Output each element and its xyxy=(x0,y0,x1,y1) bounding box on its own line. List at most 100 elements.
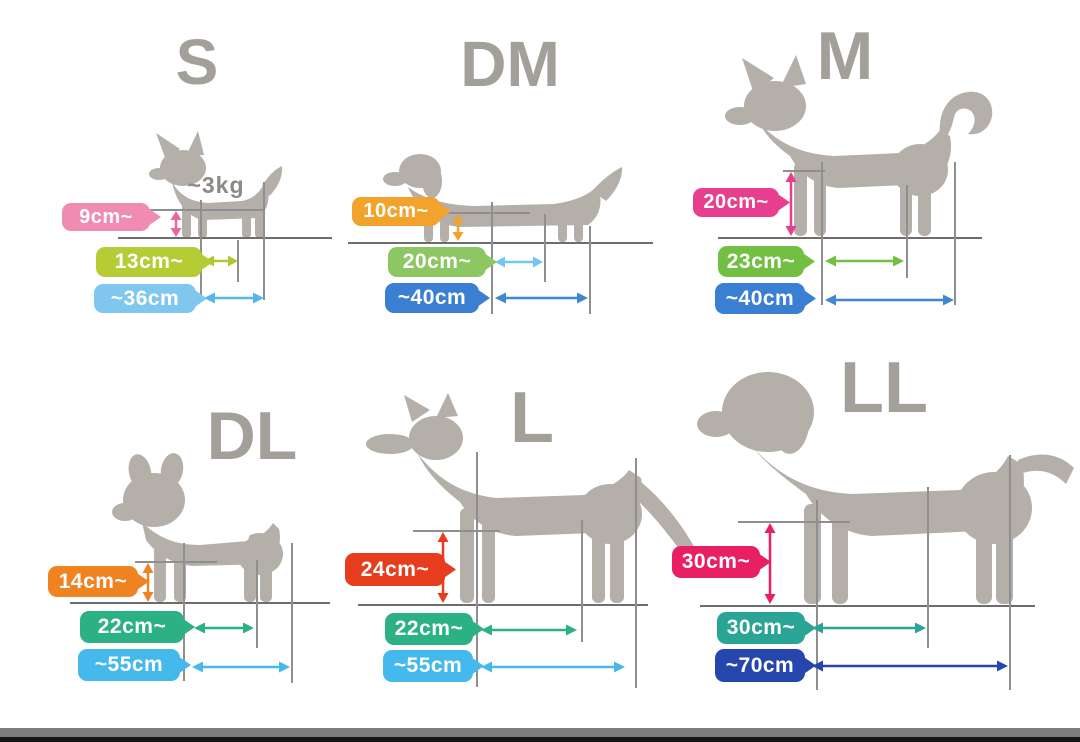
back-length-bubble: 30cm~ xyxy=(717,612,816,644)
weight-label: ~3kg xyxy=(187,172,245,198)
girth-bubble: ~70cm xyxy=(715,649,816,682)
weight-label: ~11kg xyxy=(817,112,899,142)
reference-line xyxy=(635,458,637,688)
back-length-bubble: 13cm~ xyxy=(96,247,213,277)
dog-silhouette-shiba xyxy=(725,55,993,236)
height-bubble-text: 20cm~ xyxy=(703,191,769,213)
girth-arrow xyxy=(204,292,264,304)
size-title: M xyxy=(816,18,874,94)
back-length-bubble-text: 20cm~ xyxy=(402,250,472,273)
reference-line xyxy=(906,185,908,278)
reference-line xyxy=(150,209,263,211)
reference-line xyxy=(135,561,217,563)
girth-bubble-text: ~70cm xyxy=(725,653,795,677)
reference-line xyxy=(263,182,265,300)
girth-bubble: ~55cm xyxy=(78,649,191,681)
footer-gray-bar xyxy=(0,728,1080,737)
reference-line xyxy=(413,530,500,532)
ground-line xyxy=(348,242,653,244)
back-length-bubble-text: 22cm~ xyxy=(97,615,167,638)
back-length-arrow xyxy=(481,624,577,636)
reference-line xyxy=(927,487,929,648)
reference-line xyxy=(256,560,258,648)
size-title: DM xyxy=(460,28,560,100)
girth-arrow xyxy=(825,294,954,306)
girth-arrow xyxy=(812,660,1008,672)
weight-label: ~11kg xyxy=(173,512,253,542)
height-arrow xyxy=(142,563,154,602)
height-bubble: 9cm~ xyxy=(62,203,161,231)
girth-bubble: ~40cm xyxy=(385,283,490,313)
reference-line xyxy=(816,500,818,690)
size-title: S xyxy=(175,26,219,98)
girth-bubble: ~55cm xyxy=(383,650,484,682)
weight-label: ~5kg xyxy=(483,170,545,198)
height-bubble: 24cm~ xyxy=(345,553,456,586)
size-title: L xyxy=(510,378,554,458)
height-bubble-text: 30cm~ xyxy=(681,550,751,573)
back-length-bubble-text: 13cm~ xyxy=(114,250,184,273)
reference-line xyxy=(476,452,478,687)
back-length-bubble-text: 30cm~ xyxy=(726,616,796,639)
back-length-bubble-text: 22cm~ xyxy=(394,617,464,640)
back-length-arrow xyxy=(812,622,926,634)
reference-line xyxy=(581,520,583,642)
reference-line xyxy=(291,543,293,683)
height-bubble: 20cm~ xyxy=(693,188,790,217)
height-bubble: 14cm~ xyxy=(48,566,149,597)
reference-line xyxy=(783,170,825,172)
girth-arrow xyxy=(192,661,290,673)
dog-silhouette-large-dog xyxy=(697,372,1074,604)
back-length-arrow xyxy=(825,255,904,267)
weight-label: ~36kg xyxy=(834,446,918,476)
reference-line xyxy=(821,162,823,305)
girth-bubble-text: ~40cm xyxy=(725,286,795,310)
reference-line xyxy=(544,214,546,282)
girth-bubble-text: ~36cm xyxy=(110,286,180,310)
height-bubble: 10cm~ xyxy=(352,197,451,226)
height-arrow xyxy=(170,211,182,237)
girth-bubble-text: ~55cm xyxy=(94,653,164,676)
height-bubble-text: 14cm~ xyxy=(58,569,128,593)
reference-line xyxy=(183,543,185,681)
dog-silhouette-french-bulldog xyxy=(112,453,283,602)
ground-line xyxy=(718,237,982,239)
reference-line xyxy=(200,200,202,296)
ground-line xyxy=(118,237,332,239)
reference-line xyxy=(491,202,493,314)
girth-bubble-text: ~55cm xyxy=(393,654,463,677)
girth-bubble-text: ~40cm xyxy=(397,286,467,309)
reference-line xyxy=(954,162,956,305)
size-title: DL xyxy=(206,398,298,474)
girth-arrow xyxy=(481,661,625,673)
ground-line xyxy=(700,605,1035,607)
reference-line xyxy=(1009,455,1011,690)
height-bubble-text: 9cm~ xyxy=(79,205,133,228)
back-length-bubble-text: 23cm~ xyxy=(726,249,796,273)
size-title: LL xyxy=(840,348,928,428)
back-length-arrow xyxy=(495,256,543,268)
footer-black-bar xyxy=(0,737,1080,742)
back-length-arrow xyxy=(194,622,254,634)
height-arrow xyxy=(452,214,464,241)
reference-line xyxy=(738,521,850,523)
girth-arrow xyxy=(495,292,588,304)
reference-line xyxy=(589,226,591,314)
girth-bubble: ~36cm xyxy=(94,284,207,313)
height-bubble-text: 10cm~ xyxy=(363,200,429,222)
height-bubble: 30cm~ xyxy=(672,546,771,578)
back-length-bubble: 22cm~ xyxy=(80,611,195,643)
reference-line xyxy=(447,212,530,214)
ground-line xyxy=(70,602,330,604)
height-bubble-text: 24cm~ xyxy=(360,557,430,581)
height-arrow xyxy=(764,523,776,604)
height-arrow xyxy=(785,172,797,236)
weight-label: ~20kg xyxy=(486,466,570,496)
girth-bubble: ~40cm xyxy=(715,283,816,314)
